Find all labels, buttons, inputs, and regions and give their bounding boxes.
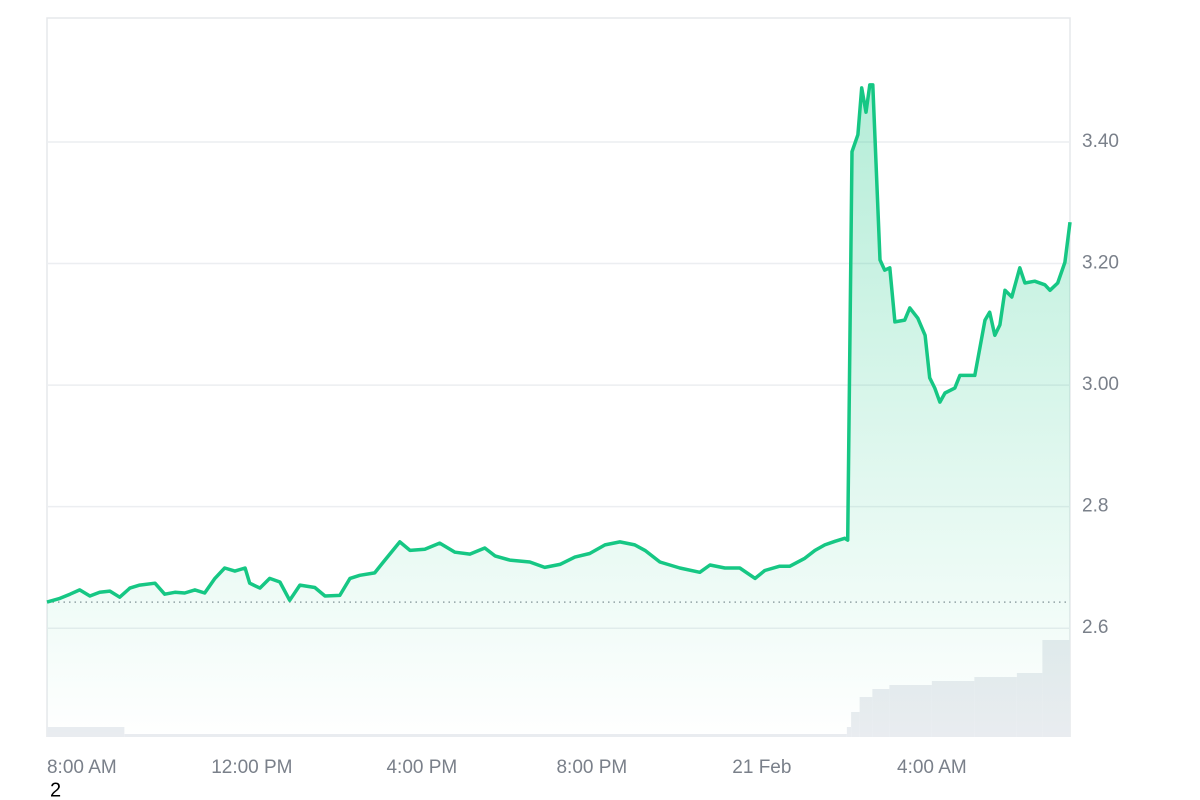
y-tick-label: 2.8 — [1082, 496, 1108, 517]
area — [47, 84, 1070, 737]
x-tick-label: 4:00 AM — [897, 757, 967, 778]
price-line — [46, 83, 1072, 604]
x-tick-label: 4:00 PM — [386, 757, 457, 778]
y-tick-label: 2.6 — [1082, 617, 1108, 638]
y-tick-label: 3.00 — [1082, 374, 1119, 395]
y-tick-label: 3.40 — [1082, 131, 1119, 152]
x-tick-label: 12:00 PM — [211, 757, 292, 778]
x-tick-label: 8:00 AM — [47, 757, 117, 778]
y-tick-label: 3.20 — [1082, 253, 1119, 274]
annotation: 2 — [50, 779, 61, 800]
x-tick-label: 21 Feb — [732, 757, 791, 778]
x-tick-label: 8:00 PM — [556, 757, 627, 778]
